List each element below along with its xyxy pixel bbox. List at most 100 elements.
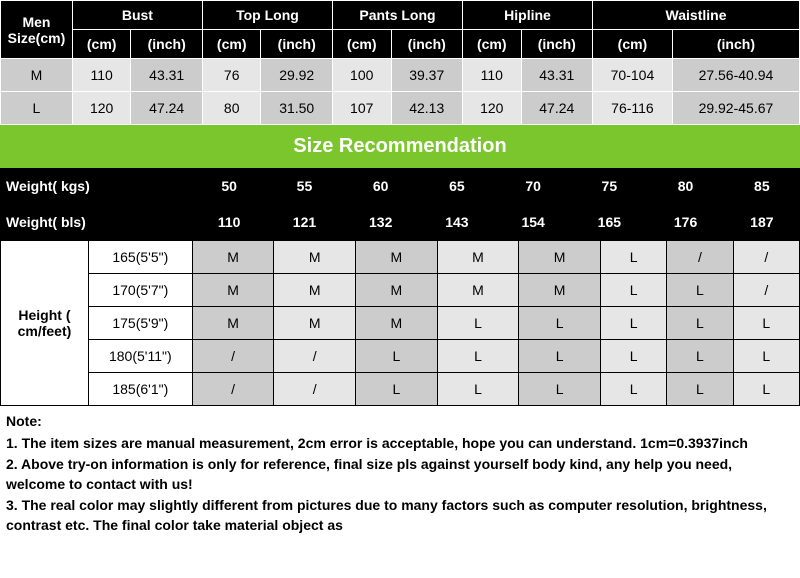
rec-cell: L	[437, 307, 519, 340]
weight-lb: 143	[419, 204, 495, 240]
notes-title: Note:	[6, 412, 792, 432]
weight-kg: 80	[647, 168, 723, 204]
rec-row: 170(5'7") M M M M M L L /	[1, 274, 800, 307]
meas-cell: 110	[72, 59, 131, 92]
meas-group-4: Waistline	[593, 1, 800, 30]
rec-cell: M	[192, 274, 274, 307]
rec-cell: L	[733, 373, 799, 406]
weight-header-table: Weight( kgs) 50 55 60 65 70 75 80 85 Wei…	[0, 168, 800, 240]
rec-cell: L	[600, 307, 666, 340]
rec-cell: M	[192, 307, 274, 340]
height-cell: 175(5'9")	[88, 307, 192, 340]
rec-cell: L	[356, 340, 438, 373]
rec-cell: L	[667, 274, 733, 307]
rec-cell: L	[600, 340, 666, 373]
meas-sub-4: (cm)	[332, 30, 391, 59]
meas-header-main: Men Size(cm)	[1, 1, 73, 59]
rec-cell: L	[667, 307, 733, 340]
rec-cell: /	[192, 373, 274, 406]
rec-row: 175(5'9") M M M L L L L L	[1, 307, 800, 340]
weight-lb: 165	[571, 204, 647, 240]
rec-cell: L	[437, 373, 519, 406]
rec-cell: /	[733, 274, 799, 307]
rec-cell: /	[274, 340, 356, 373]
rec-cell: M	[356, 307, 438, 340]
weight-kg-label: Weight( kgs)	[0, 168, 192, 204]
meas-group-0: Bust	[72, 1, 202, 30]
notes-section: Note: 1. The item sizes are manual measu…	[0, 406, 800, 536]
meas-cell: 70-104	[593, 59, 673, 92]
meas-cell: 42.13	[391, 92, 463, 125]
meas-size: M	[1, 59, 73, 92]
meas-cell: 47.24	[521, 92, 593, 125]
recommendation-table: Height ( cm/feet) 165(5'5") M M M M M L …	[0, 240, 800, 406]
rec-row: Height ( cm/feet) 165(5'5") M M M M M L …	[1, 241, 800, 274]
rec-cell: L	[600, 241, 666, 274]
weight-kg: 75	[571, 168, 647, 204]
meas-cell: 120	[72, 92, 131, 125]
meas-cell: 100	[332, 59, 391, 92]
rec-cell: M	[274, 307, 356, 340]
rec-cell: L	[600, 373, 666, 406]
meas-cell: 29.92	[261, 59, 333, 92]
height-label: Height ( cm/feet)	[1, 241, 89, 406]
weight-lb: 110	[192, 204, 266, 240]
rec-cell: M	[519, 274, 601, 307]
meas-sub-9: (inch)	[672, 30, 799, 59]
meas-sub-7: (inch)	[521, 30, 593, 59]
meas-cell: 43.31	[521, 59, 593, 92]
meas-cell: 107	[332, 92, 391, 125]
measurement-table: Men Size(cm) Bust Top Long Pants Long Hi…	[0, 0, 800, 125]
rec-cell: L	[667, 373, 733, 406]
meas-cell: 80	[202, 92, 261, 125]
weight-lb: 132	[343, 204, 419, 240]
weight-kg: 70	[495, 168, 571, 204]
rec-row: 185(6'1") / / L L L L L L	[1, 373, 800, 406]
meas-cell: 29.92-45.67	[672, 92, 799, 125]
weight-kg: 85	[724, 168, 800, 204]
rec-cell: L	[437, 340, 519, 373]
note-2: 2. Above try-on information is only for …	[6, 455, 792, 494]
rec-cell: L	[733, 340, 799, 373]
rec-cell: /	[192, 340, 274, 373]
meas-cell: 47.24	[131, 92, 203, 125]
meas-group-1: Top Long	[202, 1, 332, 30]
rec-cell: /	[667, 241, 733, 274]
rec-cell: /	[733, 241, 799, 274]
meas-row-l: L 120 47.24 80 31.50 107 42.13 120 47.24…	[1, 92, 800, 125]
height-cell: 180(5'11")	[88, 340, 192, 373]
rec-cell: M	[356, 274, 438, 307]
rec-cell: L	[600, 274, 666, 307]
height-cell: 165(5'5")	[88, 241, 192, 274]
meas-group-2: Pants Long	[332, 1, 462, 30]
rec-cell: M	[356, 241, 438, 274]
meas-cell: 120	[463, 92, 522, 125]
rec-cell: /	[274, 373, 356, 406]
weight-lb-label: Weight( bls)	[0, 204, 192, 240]
rec-cell: L	[733, 307, 799, 340]
meas-sub-2: (cm)	[202, 30, 261, 59]
weight-lb: 121	[266, 204, 342, 240]
note-1: 1. The item sizes are manual measurement…	[6, 434, 792, 454]
rec-cell: M	[437, 241, 519, 274]
rec-cell: M	[192, 241, 274, 274]
rec-cell: L	[667, 340, 733, 373]
rec-cell: M	[437, 274, 519, 307]
meas-sub-5: (inch)	[391, 30, 463, 59]
meas-row-m: M 110 43.31 76 29.92 100 39.37 110 43.31…	[1, 59, 800, 92]
meas-cell: 110	[463, 59, 522, 92]
weight-lb: 154	[495, 204, 571, 240]
rec-cell: M	[519, 241, 601, 274]
meas-cell: 43.31	[131, 59, 203, 92]
meas-size: L	[1, 92, 73, 125]
note-3: 3. The real color may slightly different…	[6, 496, 792, 535]
weight-kg: 65	[419, 168, 495, 204]
rec-cell: L	[356, 373, 438, 406]
meas-cell: 39.37	[391, 59, 463, 92]
weight-kg: 50	[192, 168, 266, 204]
weight-kg: 55	[266, 168, 342, 204]
rec-cell: L	[519, 373, 601, 406]
meas-sub-1: (inch)	[131, 30, 203, 59]
height-cell: 170(5'7")	[88, 274, 192, 307]
rec-cell: M	[274, 274, 356, 307]
